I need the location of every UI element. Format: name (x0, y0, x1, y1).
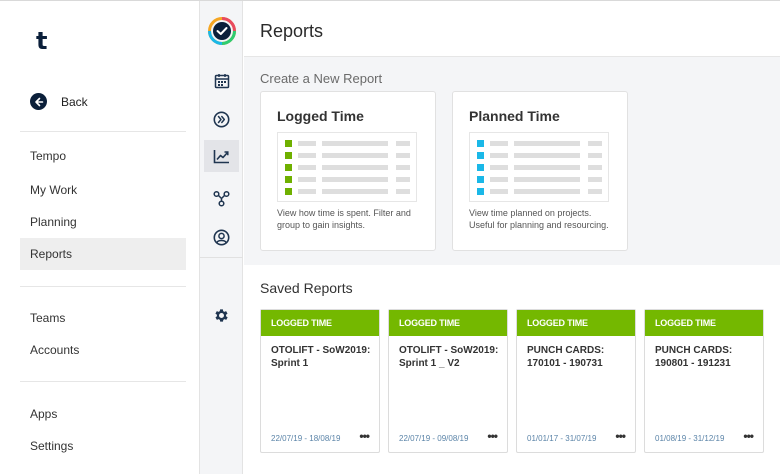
sidebar-item-label: Planning (30, 215, 77, 229)
sidebar-item-label: Teams (30, 311, 66, 325)
saved-report-dates: 01/08/19 - 31/12/19 (655, 434, 725, 443)
rail-divider (200, 257, 243, 258)
sidebar-item-label: Reports (30, 247, 73, 261)
top-border (0, 0, 780, 1)
sidebar-item-tempo[interactable]: Tempo (20, 140, 186, 172)
hierarchy-icon[interactable] (204, 182, 239, 214)
saved-report-card[interactable]: LOGGED TIME PUNCH CARDS: 190801 - 191231… (644, 309, 764, 453)
report-card-description: View time planned on projects. Useful fo… (469, 208, 609, 230)
more-options-icon[interactable]: ••• (743, 429, 754, 443)
saved-report-card[interactable]: LOGGED TIME PUNCH CARDS: 170101 - 190731… (516, 309, 636, 453)
sidebar-item-my-work[interactable]: My Work (20, 174, 186, 206)
gear-icon[interactable] (204, 299, 239, 331)
user-circle-icon[interactable] (204, 221, 239, 253)
sidebar-item-settings[interactable]: Settings (20, 430, 186, 462)
sidebar: t Back Tempo My Work Planning Reports Te… (0, 1, 200, 474)
report-type-badge: LOGGED TIME (517, 310, 635, 336)
sidebar-item-label: Settings (30, 439, 74, 453)
back-button[interactable]: Back (30, 93, 88, 110)
more-options-icon[interactable]: ••• (615, 429, 626, 443)
report-type-badge: LOGGED TIME (389, 310, 507, 336)
sidebar-item-label: My Work (30, 183, 78, 197)
sidebar-item-accounts[interactable]: Accounts (20, 334, 186, 366)
app-logo-icon[interactable] (204, 15, 239, 47)
saved-report-dates: 22/07/19 - 18/08/19 (271, 434, 341, 443)
sidebar-divider (20, 381, 186, 382)
sidebar-item-apps[interactable]: Apps (20, 398, 186, 430)
sidebar-item-label: Tempo (30, 149, 67, 163)
saved-report-dates: 01/01/17 - 31/07/19 (527, 434, 597, 443)
saved-reports-panel: Saved Reports LOGGED TIME OTOLIFT - SoW2… (244, 265, 780, 474)
saved-report-name: OTOLIFT - SoW2019: Sprint 1 _ V2 (399, 345, 499, 369)
report-card-title: Planned Time (469, 108, 560, 124)
logged-time-report-card[interactable]: Logged Time View how time is spent. Filt… (260, 91, 436, 251)
chevrons-right-icon[interactable] (204, 103, 239, 135)
saved-report-dates: 22/07/19 - 09/08/19 (399, 434, 469, 443)
planned-time-illustration (469, 132, 609, 202)
sidebar-item-teams[interactable]: Teams (20, 302, 186, 334)
saved-report-name: PUNCH CARDS: 190801 - 191231 (655, 345, 733, 369)
more-options-icon[interactable]: ••• (359, 429, 370, 443)
saved-report-card[interactable]: LOGGED TIME OTOLIFT - SoW2019: Sprint 1 … (260, 309, 380, 453)
logged-time-illustration (277, 132, 417, 202)
page-title: Reports (260, 21, 324, 41)
sidebar-item-label: Accounts (30, 343, 80, 357)
sidebar-divider (20, 286, 186, 287)
report-type-badge: LOGGED TIME (645, 310, 763, 336)
back-label: Back (61, 94, 88, 109)
report-card-description: View how time is spent. Filter and group… (277, 208, 411, 230)
create-report-heading: Create a New Report (260, 71, 383, 86)
arrow-left-icon (30, 93, 47, 110)
sidebar-item-reports[interactable]: Reports (20, 238, 186, 270)
saved-report-name: OTOLIFT - SoW2019: Sprint 1 (271, 345, 371, 369)
saved-report-name: PUNCH CARDS: 170101 - 190731 (527, 345, 605, 369)
main-content: Reports Create a New Report Logged Time … (244, 1, 780, 474)
tempo-logo[interactable]: t (36, 27, 48, 55)
icon-rail (200, 1, 243, 474)
chart-icon[interactable] (204, 140, 239, 172)
sidebar-item-planning[interactable]: Planning (20, 206, 186, 238)
more-options-icon[interactable]: ••• (487, 429, 498, 443)
saved-reports-heading: Saved Reports (260, 280, 353, 296)
sidebar-item-label: Apps (30, 407, 58, 421)
page-header: Reports (244, 1, 780, 57)
saved-report-card[interactable]: LOGGED TIME OTOLIFT - SoW2019: Sprint 1 … (388, 309, 508, 453)
report-type-badge: LOGGED TIME (261, 310, 379, 336)
sidebar-divider (20, 131, 186, 132)
calendar-icon[interactable] (204, 65, 239, 97)
report-card-title: Logged Time (277, 108, 364, 124)
planned-time-report-card[interactable]: Planned Time View time planned on projec… (452, 91, 628, 251)
